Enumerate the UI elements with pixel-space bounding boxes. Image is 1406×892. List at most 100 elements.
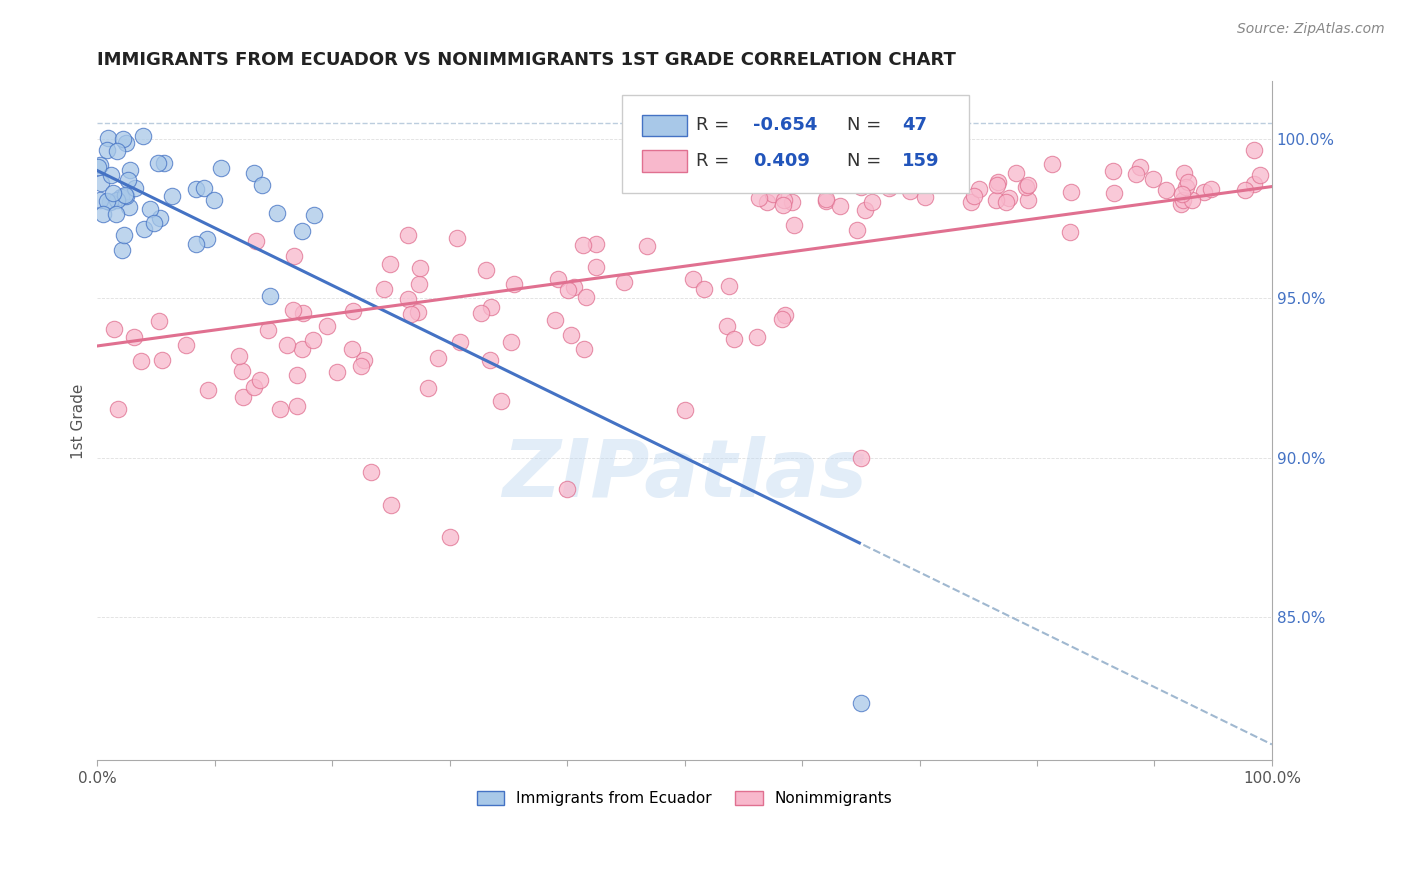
Point — [409, 260, 432, 275]
Point — [768, 177, 790, 191]
Point — [772, 197, 794, 211]
Point — [560, 328, 582, 343]
Point — [851, 180, 873, 194]
Point — [849, 696, 872, 710]
Point — [1017, 178, 1039, 192]
Point — [555, 483, 578, 497]
Point — [283, 249, 305, 263]
Point — [406, 305, 429, 319]
Point — [557, 284, 579, 298]
Point — [103, 322, 125, 336]
Point — [302, 333, 325, 347]
Point — [1173, 166, 1195, 180]
Point — [291, 224, 314, 238]
Point — [1243, 177, 1265, 191]
Point — [160, 188, 183, 202]
Point — [1129, 161, 1152, 175]
Point — [830, 199, 852, 213]
Point — [1040, 157, 1063, 171]
Point — [96, 194, 118, 209]
Point — [585, 260, 607, 274]
Point — [562, 280, 585, 294]
Point — [574, 342, 596, 356]
Point — [98, 194, 121, 209]
Point — [105, 144, 128, 158]
Point — [285, 368, 308, 383]
Point — [762, 186, 785, 201]
Point — [396, 228, 419, 243]
Point — [893, 167, 915, 181]
Point — [544, 312, 567, 326]
Point — [1017, 194, 1039, 208]
Point — [717, 279, 740, 293]
Point — [209, 161, 232, 176]
Point — [259, 288, 281, 302]
Point — [929, 160, 952, 174]
Point — [502, 277, 524, 292]
Point — [139, 202, 162, 216]
Point — [1199, 182, 1222, 196]
Point — [326, 365, 349, 379]
Point — [112, 227, 135, 242]
Point — [733, 151, 755, 165]
Point — [849, 450, 872, 465]
Point — [89, 158, 111, 172]
Point — [87, 160, 110, 174]
Point — [1154, 183, 1177, 197]
Point — [197, 232, 219, 246]
Point — [479, 300, 502, 314]
Point — [772, 194, 794, 208]
Point — [1174, 179, 1197, 194]
Text: -0.654: -0.654 — [752, 117, 817, 135]
Point — [231, 364, 253, 378]
Point — [636, 239, 658, 253]
Point — [770, 311, 793, 326]
Point — [153, 156, 176, 170]
Point — [148, 211, 170, 225]
Point — [499, 335, 522, 350]
Point — [987, 175, 1010, 189]
Text: N =: N = — [846, 117, 887, 135]
Point — [1060, 185, 1083, 199]
Point — [756, 194, 779, 209]
Point — [228, 349, 250, 363]
Point — [114, 187, 136, 202]
Point — [1125, 167, 1147, 181]
Point — [748, 191, 770, 205]
Point — [846, 223, 869, 237]
Point — [1243, 143, 1265, 157]
Point — [112, 132, 135, 146]
Point — [97, 130, 120, 145]
Point — [89, 193, 111, 207]
Point — [427, 351, 450, 365]
Point — [1170, 187, 1192, 202]
Point — [1171, 193, 1194, 207]
Point — [174, 338, 197, 352]
Point — [572, 237, 595, 252]
Point — [117, 173, 139, 187]
Point — [449, 335, 471, 350]
Point — [266, 206, 288, 220]
Point — [360, 465, 382, 479]
Point — [986, 178, 1008, 193]
Point — [291, 342, 314, 356]
Point — [186, 181, 208, 195]
Point — [96, 143, 118, 157]
Point — [772, 163, 794, 178]
Point — [1181, 194, 1204, 208]
Text: 47: 47 — [901, 117, 927, 135]
Point — [673, 402, 696, 417]
Point — [960, 195, 983, 210]
Point — [232, 390, 254, 404]
Point — [860, 194, 883, 209]
Point — [765, 162, 787, 177]
Point — [995, 195, 1018, 210]
Point — [783, 218, 806, 232]
Point — [914, 189, 936, 203]
Point — [1249, 168, 1271, 182]
Point — [250, 178, 273, 193]
Point — [967, 182, 990, 196]
Point — [105, 207, 128, 221]
Point — [118, 200, 141, 214]
Point — [474, 262, 496, 277]
